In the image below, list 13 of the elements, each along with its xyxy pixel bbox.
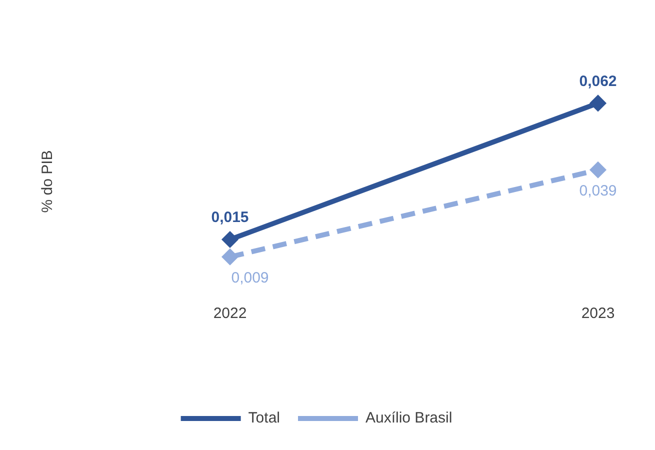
data-label: 0,015 (211, 209, 249, 226)
x-tick-label: 2023 (581, 305, 615, 322)
legend-label: Total (248, 410, 280, 427)
x-tick-label: 2022 (213, 305, 247, 322)
point (222, 232, 238, 247)
data-label: 0,062 (579, 72, 617, 90)
data-label: 0,039 (579, 182, 617, 200)
y-axis-title: % do PIB (39, 150, 56, 213)
point (590, 162, 606, 178)
data-label: 0,009 (231, 270, 269, 287)
point (222, 249, 238, 264)
legend-label: Auxílio Brasil (365, 410, 452, 427)
point (590, 96, 606, 111)
